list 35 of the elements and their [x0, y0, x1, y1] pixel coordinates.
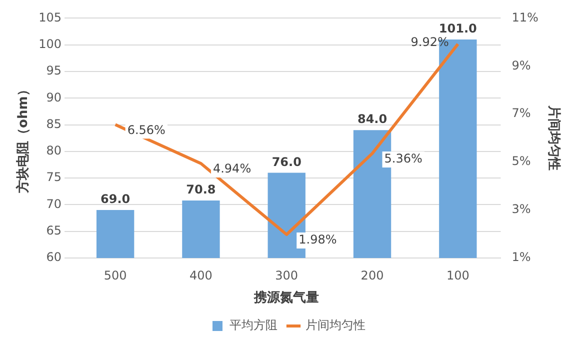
y2-tick-label: 11%: [512, 10, 538, 24]
y2-tick-label: 7%: [512, 106, 531, 120]
data-label: 84.0: [357, 112, 388, 126]
data-label: 1.98%: [298, 232, 337, 247]
y-tick-label: 60: [46, 250, 62, 264]
y-tick-label: 75: [46, 170, 62, 184]
data-label: 69.0: [100, 192, 130, 206]
y2-tick-label: 5%: [512, 154, 531, 168]
data-label: 6.56%: [127, 122, 166, 137]
x-tick-label: 100: [446, 268, 470, 282]
x-tick-label: 400: [190, 268, 212, 282]
y-tick-label: 80: [46, 144, 62, 158]
legend-label: 平均方阻: [230, 318, 278, 332]
y-tick-label: 105: [38, 10, 62, 24]
y-tick-label: 90: [46, 90, 62, 104]
y-tick-label: 70: [46, 196, 62, 211]
legend-label: 片间均匀性: [306, 318, 366, 332]
y-tick-label: 65: [46, 223, 62, 238]
x-tick-label: 200: [360, 268, 384, 282]
y-tick-label: 95: [46, 64, 62, 78]
x-axis-title: 携源氮气量: [253, 290, 320, 306]
data-label: 76.0: [272, 154, 302, 169]
y-tick-label: 85: [46, 116, 62, 131]
y2-tick-label: 1%: [512, 250, 531, 264]
data-label: 101.0: [438, 22, 477, 36]
x-tick-label: 500: [104, 268, 127, 282]
y2-tick-label: 9%: [512, 58, 531, 72]
y-tick-label: 100: [38, 36, 62, 51]
data-label: 70.8: [186, 182, 216, 197]
data-label: 4.94%: [212, 162, 252, 176]
data-label: 5.36%: [384, 152, 422, 166]
x-tick-label: 300: [275, 268, 298, 282]
y2-tick-label: 3%: [512, 202, 531, 216]
y2-axis-title: 片间均匀性: [546, 104, 561, 171]
y-axis-title: 方块电阻（ohm）: [15, 83, 32, 194]
